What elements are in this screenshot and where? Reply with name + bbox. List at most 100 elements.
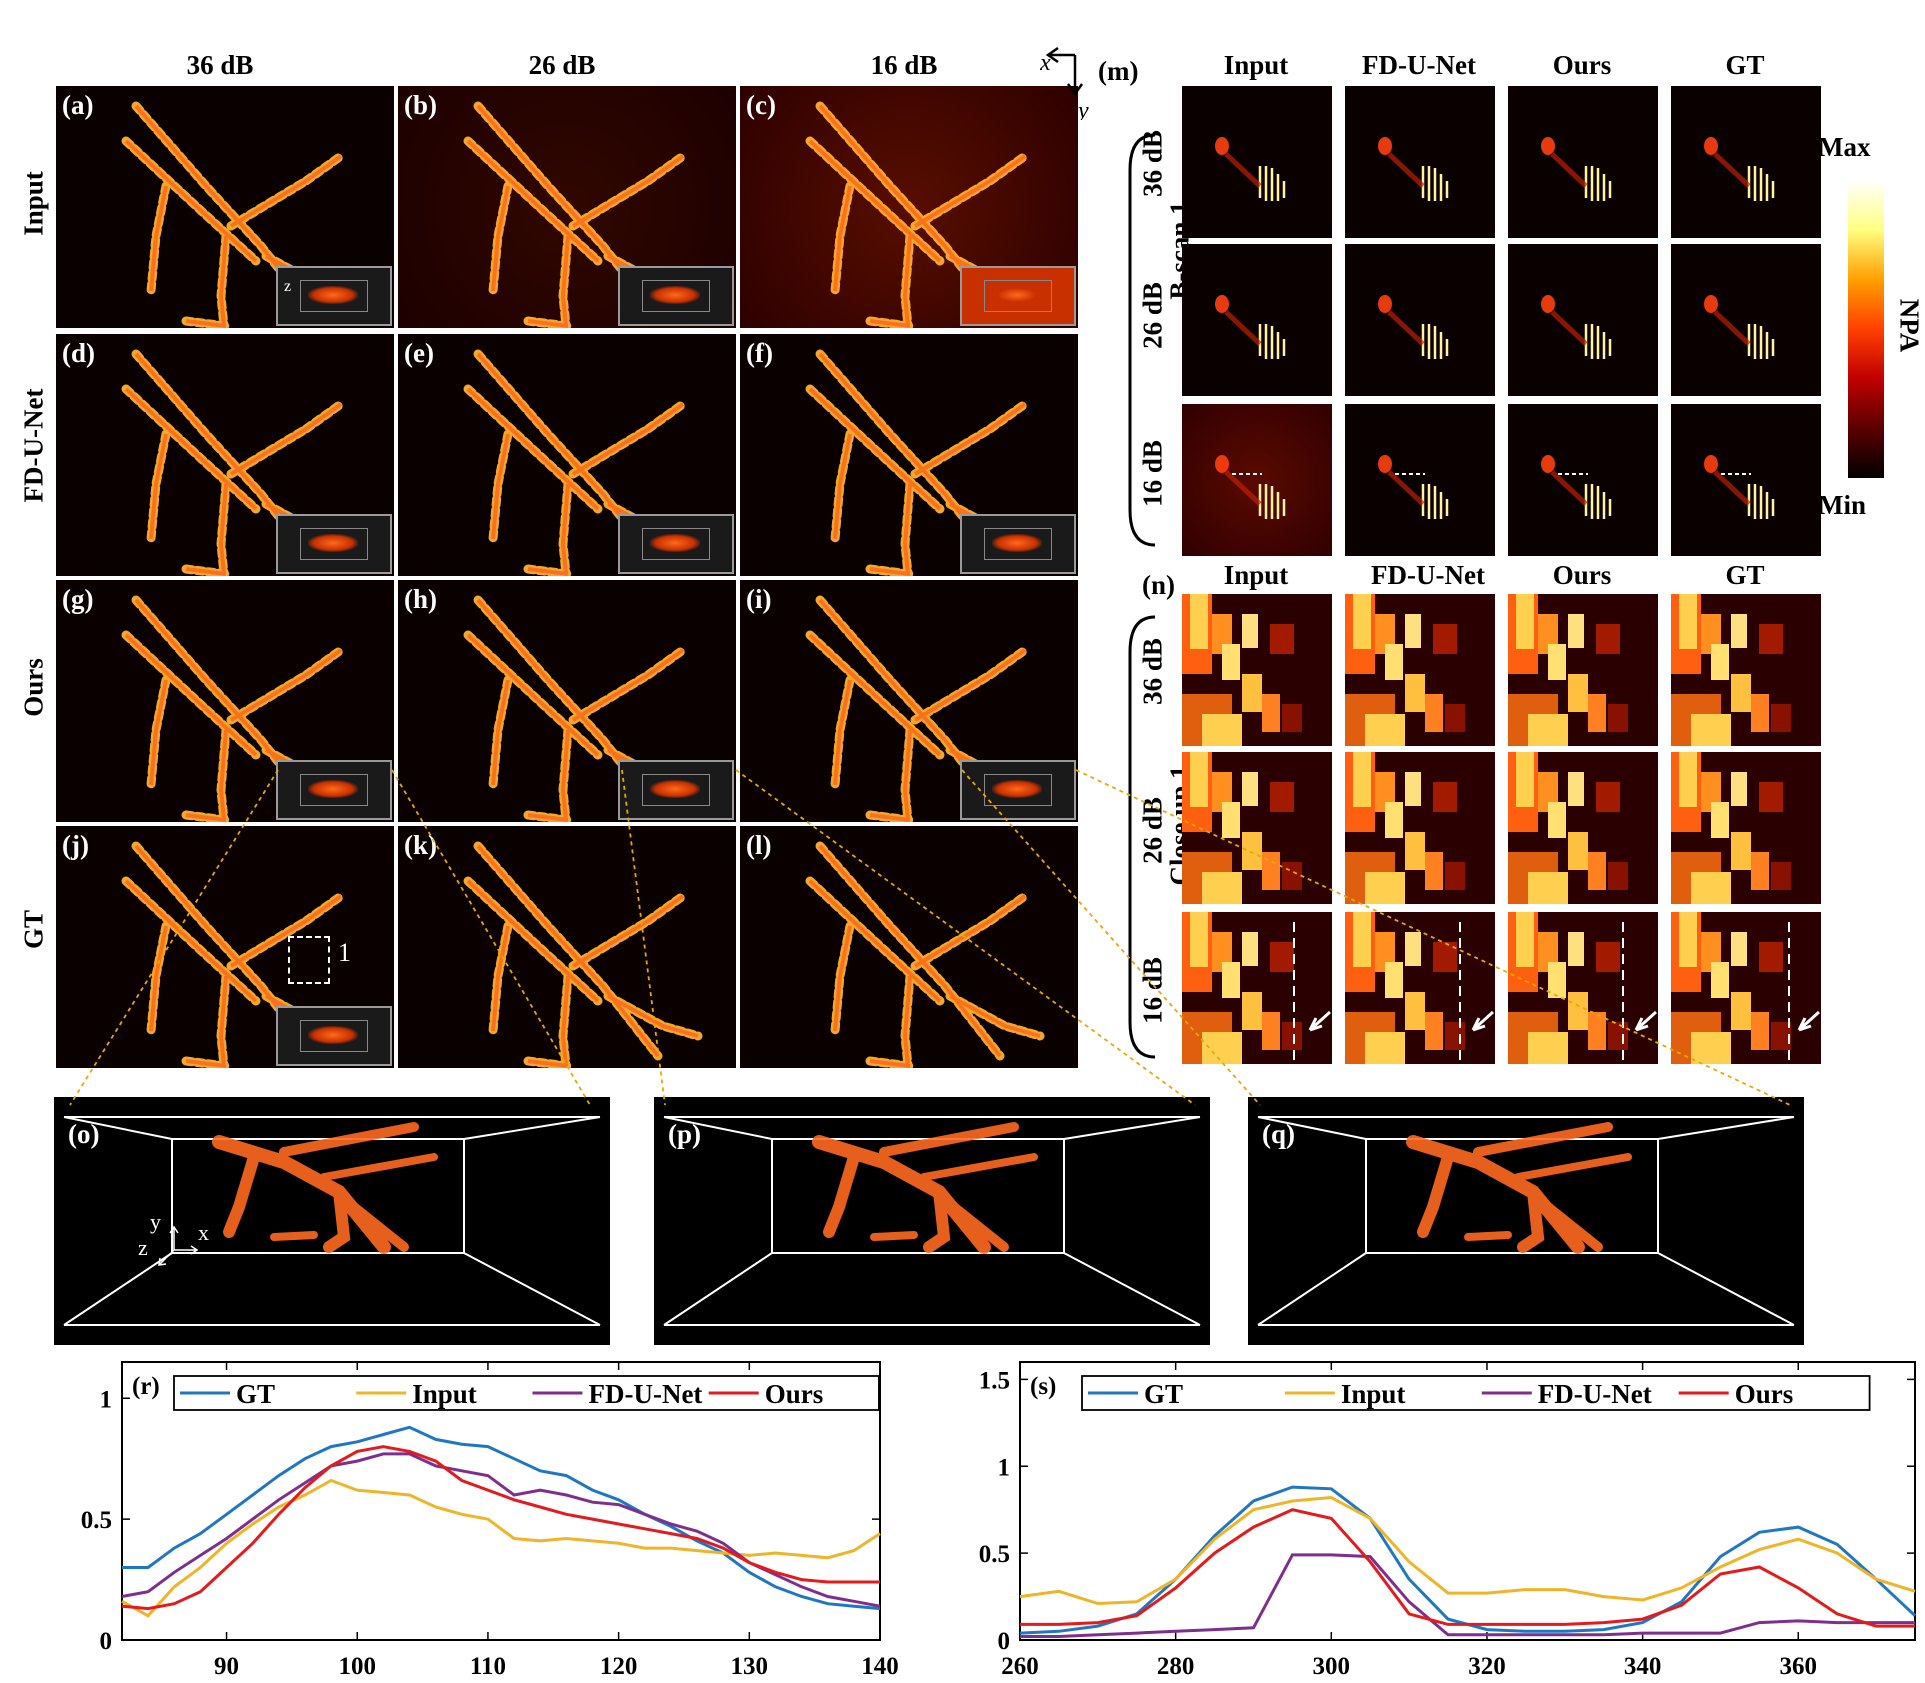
series-line-input [1019, 1495, 1916, 1606]
x-tick-label: 280 [1157, 1653, 1195, 1680]
legend-label: GT [236, 1379, 275, 1409]
closeup-tag: (n) [1142, 570, 1175, 600]
volume-inset [618, 514, 734, 574]
bscan-panel [1182, 404, 1332, 556]
legend-label: Input [412, 1379, 477, 1409]
closeup-panel [1671, 594, 1821, 746]
bscan-col-ours: Ours [1552, 50, 1612, 80]
y-tick-label: 1.5 [979, 1367, 1010, 1394]
x-tick-label: 300 [1313, 1653, 1351, 1680]
closeup-col-ours: Ours [1552, 560, 1612, 590]
panel-tag: (i) [746, 584, 772, 614]
bscan-panel [1182, 244, 1332, 396]
x-tick-label: 110 [470, 1653, 506, 1680]
bscan-col-input: Input [1223, 50, 1289, 80]
volume-inset [276, 1006, 392, 1066]
volume-inset [960, 760, 1076, 820]
panel-tag: (l) [746, 830, 772, 860]
volume-inset [960, 266, 1076, 326]
bscan-row-26db: 26 dB [1137, 282, 1168, 349]
closeup-marker: 1 [338, 938, 351, 967]
legend-label: Input [1341, 1379, 1406, 1409]
y-tick-label: 0 [100, 1628, 113, 1655]
legend-label: FD-U-Net [1538, 1379, 1652, 1409]
closeup-panel [1182, 912, 1332, 1064]
volume-render: (p) [654, 1097, 1210, 1345]
series-line-fd-u-net [1020, 1553, 1915, 1638]
bscan-panel [1671, 86, 1821, 238]
mip-panel: (i) [740, 580, 1078, 822]
volume-inset [618, 760, 734, 820]
closeup-col-gt: GT [1725, 560, 1765, 590]
line-chart-r: 90 100 110 120 130 140 0 0.5 1 GT Input FD-U-Net Our… [81, 1361, 899, 1680]
volume-inset [276, 760, 392, 820]
series-line-ours [1020, 1508, 1915, 1628]
legend [173, 1375, 880, 1411]
panel-tag: (a) [62, 90, 94, 120]
colorbar-label: NPA [1894, 298, 1925, 353]
closeup-panel [1508, 912, 1658, 1064]
legend-label: Ours [765, 1379, 824, 1409]
closeup-panel [1182, 594, 1332, 746]
volume-axis-x: x [198, 1220, 209, 1245]
legend [1081, 1375, 1871, 1411]
volume-axis-y: y [150, 1209, 161, 1234]
panel-tag: (g) [62, 584, 94, 614]
x-tick-label: 320 [1468, 1653, 1506, 1680]
bscan-panel [1671, 404, 1821, 556]
closeup-panel [1508, 752, 1658, 904]
row-header-input: Input [18, 171, 49, 236]
mip-panel: (e) [398, 334, 736, 576]
inset-axis-label: z [284, 278, 292, 295]
panel-tag: (c) [746, 90, 776, 120]
axes-indicator: x y [1040, 46, 1089, 120]
panel-tag: (b) [404, 90, 437, 120]
bscan-panel [1345, 86, 1495, 238]
mip-panel: (g) [56, 580, 394, 822]
volume-tag: (p) [668, 1119, 701, 1149]
volume-tag: (q) [1262, 1119, 1295, 1149]
x-tick-label: 340 [1624, 1653, 1662, 1680]
bscan-panel [1345, 404, 1495, 556]
volume-inset [960, 514, 1076, 574]
bscan-panel [1671, 244, 1821, 396]
volume-inset [276, 514, 392, 574]
bscan-panel [1345, 244, 1495, 396]
y-tick-label: 1 [100, 1386, 113, 1413]
closeup-panel [1345, 752, 1495, 904]
closeup-col-fdunet: FD-U-Net [1371, 560, 1485, 590]
mip-panel: (c) [740, 86, 1078, 328]
volume-render: (q) [1248, 1097, 1804, 1345]
mip-panel: (h) [398, 580, 736, 822]
chart-tag: (r) [132, 1373, 160, 1400]
volume-inset: z [276, 266, 392, 326]
colorbar [1848, 180, 1884, 478]
bscan-row-16db: 16 dB [1137, 440, 1168, 507]
mip-panel: (k) [398, 826, 736, 1068]
bscan-brace [1128, 133, 1156, 547]
x-tick-label: 140 [861, 1653, 899, 1680]
panel-tag: (k) [404, 830, 437, 860]
row-header-gt: GT [18, 910, 49, 950]
colorbar-max: Max [1818, 132, 1871, 162]
x-tick-label: 360 [1780, 1653, 1818, 1680]
row-header-fdunet: FD-U-Net [18, 388, 49, 503]
col-header-26db: 26 dB [528, 50, 596, 80]
x-tick-label: 100 [338, 1653, 376, 1680]
y-tick-label: 1 [998, 1454, 1011, 1481]
col-header-16db: 16 dB [870, 50, 938, 80]
closeup-panel [1671, 912, 1821, 1064]
mip-panel: (a) z [56, 86, 394, 328]
volume-tag: (o) [68, 1119, 100, 1149]
x-tick-label: 260 [1001, 1653, 1039, 1680]
axis-y-label: y [1076, 98, 1089, 120]
closeup-region-box [288, 936, 330, 984]
axis-x-label: x [1040, 50, 1051, 76]
closeup-row-36db: 36 dB [1137, 638, 1168, 705]
panel-tag: (d) [62, 338, 95, 368]
volume-axis-z: z [138, 1235, 148, 1260]
bscan-col-fdunet: FD-U-Net [1362, 50, 1476, 80]
colorbar-min: Min [1818, 490, 1867, 520]
series-line-ours [121, 1445, 880, 1611]
legend-label: Ours [1735, 1379, 1794, 1409]
